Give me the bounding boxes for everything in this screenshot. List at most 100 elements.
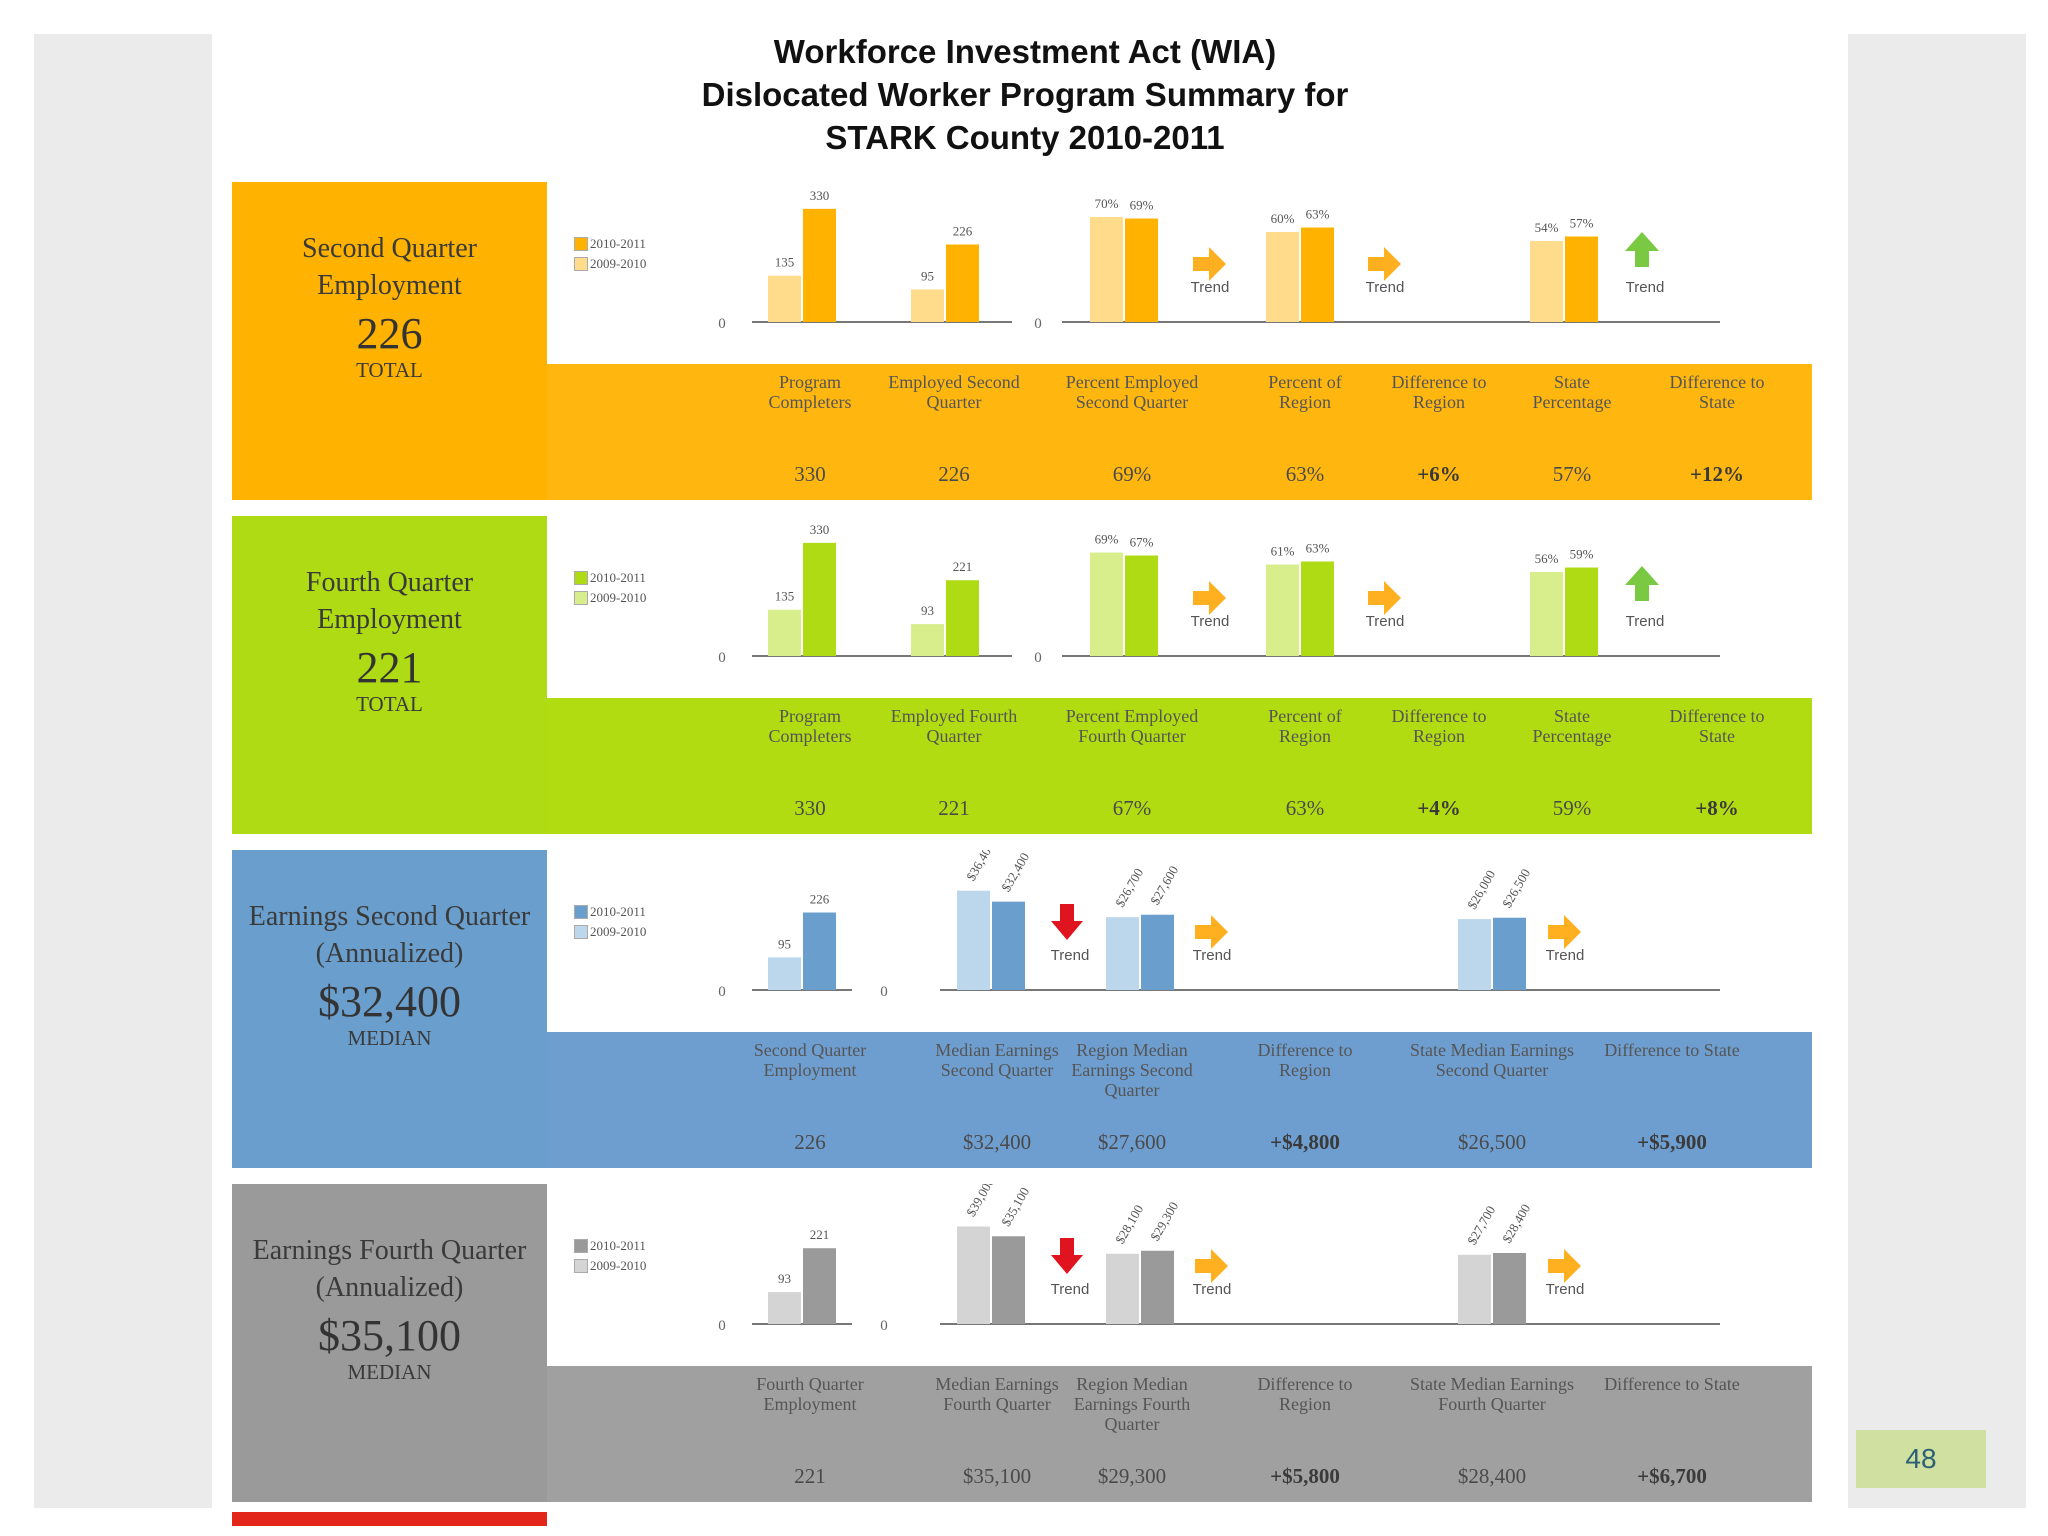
metric-value: 67% [1112, 796, 1152, 820]
bar-2009-2010 [768, 609, 801, 656]
tile-title: Fourth Quarter Employment [305, 567, 474, 635]
chart-legend: 2010-2011 2009-2010 [574, 902, 646, 942]
metric-value: +$5,900 [1637, 1130, 1707, 1154]
axis-zero-label: 0 [718, 1318, 726, 1334]
bar-2009-2010 [1266, 564, 1299, 656]
trend-label: Trend [1366, 613, 1405, 630]
bar-2009-2010 [1090, 552, 1123, 656]
bar-value-label: $32,400 [998, 850, 1032, 894]
metric-caption: Second Quarter Employment [753, 1040, 867, 1080]
tile-title: Earnings Second Quarter (Annualized) [248, 901, 531, 969]
summary-sections: Second Quarter Employment 226 TOTAL 2010-20… [232, 182, 1812, 1522]
metric-value: 226 [794, 1130, 826, 1154]
bar-2010-2011 [1301, 561, 1334, 656]
next-section-strip [232, 1512, 547, 1526]
bar-value-label: 59% [1570, 547, 1594, 562]
bar-2009-2010 [1106, 1253, 1139, 1324]
bar-value-label: 93 [778, 1271, 791, 1286]
trend-label: Trend [1626, 279, 1665, 296]
metric-caption: Program Completers [768, 706, 852, 746]
tile-unit: MEDIAN [347, 1360, 432, 1384]
bar-value-label: 226 [810, 892, 830, 907]
trend-right-arrow-shape [1368, 247, 1401, 281]
bar-value-label: 330 [810, 188, 830, 203]
legend-entry: 2010-2011 [574, 902, 646, 922]
axis-zero-label: 0 [718, 650, 726, 666]
chart-legend: 2010-2011 2009-2010 [574, 1236, 646, 1276]
bar-value-label: 54% [1535, 220, 1559, 235]
legend-swatch [574, 1239, 588, 1253]
metric-value: 226 [938, 462, 970, 486]
trend-right-arrow-shape [1548, 915, 1581, 949]
legend-entry: 2010-2011 [574, 568, 646, 588]
axis-zero-label: 0 [880, 984, 888, 1000]
metric-value: +8% [1695, 796, 1739, 820]
trend-right-arrow-shape [1548, 1249, 1581, 1283]
bar-value-label: 221 [953, 559, 973, 574]
metric-value: $35,100 [962, 1464, 1032, 1488]
metric-caption: Employed Second Quarter [888, 372, 1020, 412]
trend-right-arrow-icon [1548, 1249, 1581, 1283]
trend-label: Trend [1546, 947, 1585, 964]
bar-value-label: $26,500 [1499, 866, 1533, 910]
metric-caption: Difference to Region [1257, 1040, 1353, 1080]
trend-label: Trend [1193, 1281, 1232, 1298]
trend-label: Trend [1546, 1281, 1585, 1298]
metric-caption: Difference to State [1669, 706, 1765, 746]
trend-up-arrow-shape [1625, 232, 1659, 267]
trend-right-arrow-icon [1368, 581, 1401, 615]
tile-total: 226 [356, 309, 423, 358]
trend-right-arrow-shape [1195, 915, 1228, 949]
bar-2010-2011 [1493, 917, 1526, 990]
legend-entry: 2009-2010 [574, 922, 646, 942]
metric-value: +6% [1417, 462, 1461, 486]
bar-value-label: 135 [775, 589, 795, 604]
tile-unit: MEDIAN [347, 1026, 432, 1050]
legend-swatch [574, 905, 588, 919]
trend-up-arrow-icon [1625, 232, 1659, 267]
metric-caption: Difference to Region [1391, 372, 1487, 412]
axis-zero-label: 0 [1034, 316, 1042, 332]
legend-label: 2009-2010 [590, 256, 647, 271]
bar-value-label: 63% [1306, 207, 1330, 222]
bar-chart: 0 0 135 330 95 226 70% 69% 60% 63% 54% 57% Trend Tren… [718, 188, 1720, 332]
bar-value-label: $26,700 [1112, 866, 1146, 910]
legend-label: 2009-2010 [590, 590, 647, 605]
bar-value-label: 70% [1095, 196, 1119, 211]
bar-2009-2010 [1106, 917, 1139, 990]
metrics-band [547, 698, 1812, 834]
legend-entry: 2010-2011 [574, 1236, 646, 1256]
axis-zero-label: 0 [718, 984, 726, 1000]
metric-caption: Difference to State [1604, 1374, 1740, 1394]
metric-caption: Employed Fourth Quarter [890, 706, 1018, 746]
tile-total: 221 [356, 643, 423, 692]
bar-value-label: 61% [1271, 544, 1295, 559]
bar-value-label: $27,700 [1464, 1203, 1498, 1247]
tile-total: $32,400 [318, 977, 461, 1026]
metric-caption: Difference to Region [1257, 1374, 1353, 1414]
bar-value-label: 135 [775, 255, 795, 270]
metric-value: +12% [1690, 462, 1744, 486]
trend-up-arrow-icon [1625, 566, 1659, 601]
bar-2010-2011 [1493, 1253, 1526, 1324]
title-line-1: Workforce Investment Act (WIA) [773, 33, 1277, 70]
metric-caption: Percent Employed Fourth Quarter [1065, 706, 1199, 746]
metric-value: $29,300 [1097, 1464, 1167, 1488]
metric-value: $28,400 [1457, 1464, 1527, 1488]
bar-2009-2010 [1266, 232, 1299, 322]
axis-zero-label: 0 [1034, 650, 1042, 666]
bar-2009-2010 [768, 1292, 801, 1324]
metric-value: 59% [1552, 796, 1592, 820]
bar-value-label: 57% [1570, 216, 1594, 231]
bar-value-label: 95 [921, 268, 934, 283]
metric-caption: State Percentage [1532, 706, 1612, 746]
bar-value-label: 69% [1130, 198, 1154, 213]
bar-2009-2010 [1458, 919, 1491, 990]
bar-2009-2010 [1530, 572, 1563, 656]
trend-label: Trend [1191, 613, 1230, 630]
legend-label: 2010-2011 [590, 236, 646, 251]
bar-2010-2011 [946, 244, 979, 322]
trend-right-arrow-icon [1368, 247, 1401, 281]
right-margin-panel [1848, 34, 2026, 1508]
metric-caption: Region Median Earnings Second Quarter [1071, 1040, 1193, 1100]
